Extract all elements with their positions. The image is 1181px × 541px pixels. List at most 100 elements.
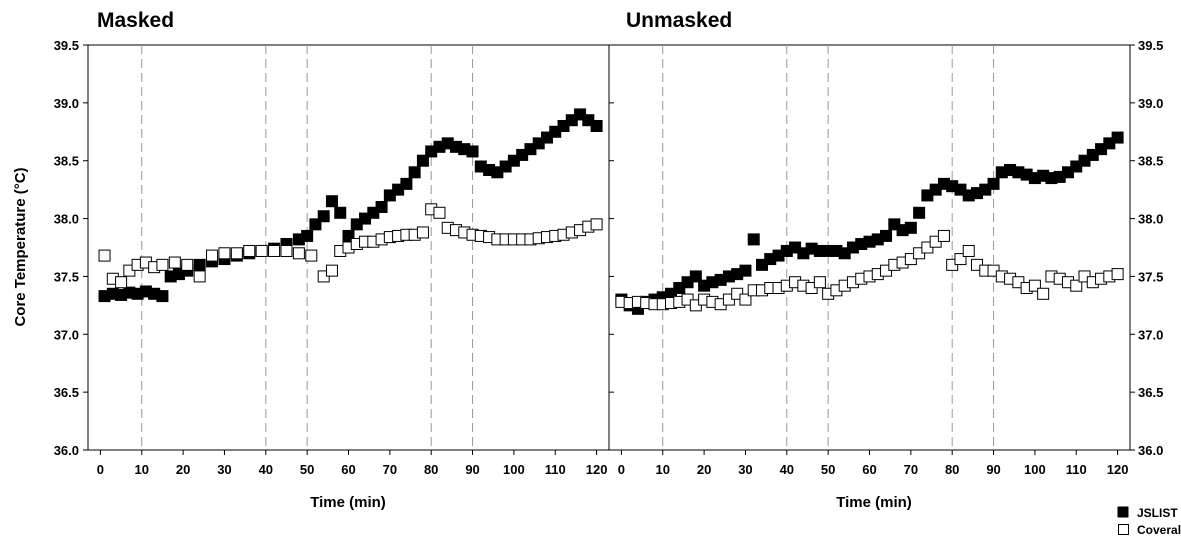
legend: JSLIST Coveralls bbox=[1117, 506, 1181, 537]
unmasked-coveralls-point bbox=[813, 276, 826, 289]
masked-y-ticks: 36.0 36.5 37.0 37.5 38.0 38.5 39.0 39.5 bbox=[54, 38, 88, 458]
masked-coveralls-point bbox=[268, 244, 281, 257]
unmasked-jslist-series bbox=[615, 131, 1124, 315]
masked-y-tick-label: 39.0 bbox=[54, 96, 79, 111]
masked-jslist-point bbox=[466, 145, 479, 158]
unmasked-y-tick-label: 38.0 bbox=[1138, 212, 1163, 227]
unmasked-y-ticks: 36.0 36.5 37.0 37.5 38.0 38.5 39.0 39.5 bbox=[609, 38, 1163, 458]
unmasked-x-tick-label: 70 bbox=[904, 462, 918, 477]
masked-coveralls-point bbox=[156, 258, 169, 271]
masked-coveralls-point bbox=[292, 247, 305, 260]
unmasked-x-ticks: 0 10 20 30 40 50 60 70 80 90 100 110 120 bbox=[618, 450, 1129, 477]
unmasked-panel: Unmasked 0 10 20 30 40 50 60 70 80 90 100 110 120 36… bbox=[608, 9, 1163, 511]
unmasked-coveralls-point bbox=[1028, 279, 1041, 292]
masked-coveralls-point bbox=[168, 256, 181, 269]
masked-x-tick-label: 30 bbox=[217, 462, 231, 477]
masked-x-tick-label: 10 bbox=[135, 462, 149, 477]
unmasked-x-tick-label: 100 bbox=[1024, 462, 1046, 477]
masked-coveralls-point bbox=[243, 244, 256, 257]
unmasked-jslist-point bbox=[747, 233, 760, 246]
legend-coveralls-label: Coveralls bbox=[1137, 523, 1181, 537]
unmasked-coveralls-point bbox=[1070, 279, 1083, 292]
masked-coveralls-point bbox=[590, 218, 603, 231]
masked-jslist-point bbox=[342, 229, 355, 242]
masked-coveralls-point bbox=[193, 270, 206, 283]
unmasked-y-tick-label: 37.0 bbox=[1138, 327, 1163, 342]
unmasked-x-tick-label: 50 bbox=[821, 462, 835, 477]
masked-coveralls-point bbox=[305, 249, 318, 262]
masked-jslist-point bbox=[301, 229, 314, 242]
masked-x-ticks: 0 10 20 30 40 50 60 70 80 90 100 110 120 bbox=[97, 450, 608, 477]
masked-jslist-point bbox=[375, 201, 388, 213]
masked-coveralls-point bbox=[325, 264, 338, 277]
masked-x-tick-label: 0 bbox=[97, 462, 104, 477]
masked-jslist-series bbox=[98, 108, 603, 303]
unmasked-x-tick-label: 90 bbox=[986, 462, 1000, 477]
masked-x-axis-label: Time (min) bbox=[310, 494, 386, 511]
unmasked-x-tick-label: 10 bbox=[656, 462, 670, 477]
masked-x-tick-label: 100 bbox=[503, 462, 525, 477]
masked-jslist-point bbox=[309, 218, 322, 231]
unmasked-coveralls-point bbox=[962, 244, 975, 257]
legend-coveralls-marker bbox=[1118, 524, 1129, 535]
unmasked-x-tick-label: 110 bbox=[1066, 462, 1087, 477]
unmasked-jslist-point bbox=[1111, 131, 1124, 144]
masked-coveralls-point bbox=[280, 244, 293, 257]
unmasked-coveralls-point bbox=[954, 253, 967, 266]
masked-x-tick-label: 80 bbox=[424, 462, 438, 477]
masked-coveralls-point bbox=[98, 249, 111, 262]
unmasked-jslist-point bbox=[913, 206, 926, 219]
masked-y-tick-label: 36.0 bbox=[54, 443, 79, 458]
unmasked-y-tick-label: 39.0 bbox=[1138, 96, 1163, 111]
unmasked-jslist-point bbox=[904, 221, 917, 234]
unmasked-jslist-point bbox=[987, 177, 1000, 190]
unmasked-x-tick-label: 20 bbox=[697, 462, 711, 477]
masked-jslist-point bbox=[408, 166, 421, 179]
unmasked-x-tick-label: 0 bbox=[618, 462, 625, 477]
masked-panel-title: Masked bbox=[97, 9, 174, 32]
masked-coveralls-point bbox=[416, 226, 429, 239]
legend-jslist-label: JSLIST bbox=[1137, 506, 1178, 520]
masked-jslist-point bbox=[400, 177, 413, 190]
masked-reference-lines bbox=[141, 45, 474, 450]
masked-y-tick-label: 37.5 bbox=[54, 269, 79, 284]
masked-y-tick-label: 38.0 bbox=[54, 212, 79, 227]
masked-y-tick-label: 36.5 bbox=[54, 385, 79, 400]
unmasked-coveralls-point bbox=[937, 229, 950, 242]
unmasked-x-tick-label: 120 bbox=[1107, 462, 1129, 477]
unmasked-y-tick-label: 36.0 bbox=[1138, 443, 1163, 458]
unmasked-coveralls-point bbox=[1037, 287, 1050, 300]
masked-x-tick-label: 90 bbox=[465, 462, 479, 477]
unmasked-x-tick-label: 80 bbox=[945, 462, 959, 477]
unmasked-y-tick-label: 36.5 bbox=[1138, 385, 1163, 400]
masked-coveralls-point bbox=[115, 276, 128, 289]
masked-jslist-point bbox=[193, 258, 206, 271]
masked-jslist-point bbox=[156, 290, 169, 303]
unmasked-y-tick-label: 37.5 bbox=[1138, 269, 1163, 284]
unmasked-x-axis-label: Time (min) bbox=[836, 494, 912, 511]
masked-y-tick-label: 37.0 bbox=[54, 327, 79, 342]
masked-coveralls-point bbox=[433, 206, 446, 219]
unmasked-coveralls-series bbox=[615, 229, 1124, 312]
masked-coveralls-point bbox=[230, 247, 243, 260]
masked-x-tick-label: 120 bbox=[586, 462, 608, 477]
masked-x-tick-label: 70 bbox=[383, 462, 397, 477]
y-axis-label-text: Core Temperature (°C) bbox=[12, 167, 29, 326]
masked-coveralls-point bbox=[218, 247, 231, 260]
unmasked-panel-title: Unmasked bbox=[626, 9, 732, 32]
masked-coveralls-point bbox=[206, 249, 219, 262]
unmasked-x-tick-label: 40 bbox=[780, 462, 794, 477]
masked-x-tick-label: 40 bbox=[259, 462, 273, 477]
masked-jslist-point bbox=[590, 120, 603, 132]
unmasked-coveralls-point bbox=[739, 293, 752, 306]
masked-x-tick-label: 60 bbox=[341, 462, 355, 477]
masked-jslist-point bbox=[325, 195, 338, 208]
y-axis-label: Core Temperature (°C) bbox=[12, 167, 29, 326]
masked-panel: Masked 0 10 20 30 40 50 60 70 80 90 100 110 120 36.0… bbox=[54, 9, 610, 511]
masked-y-tick-label: 38.5 bbox=[54, 154, 79, 169]
masked-y-tick-label: 39.5 bbox=[54, 38, 79, 53]
unmasked-x-tick-label: 30 bbox=[738, 462, 752, 477]
masked-x-tick-label: 20 bbox=[176, 462, 190, 477]
unmasked-x-tick-label: 60 bbox=[862, 462, 876, 477]
